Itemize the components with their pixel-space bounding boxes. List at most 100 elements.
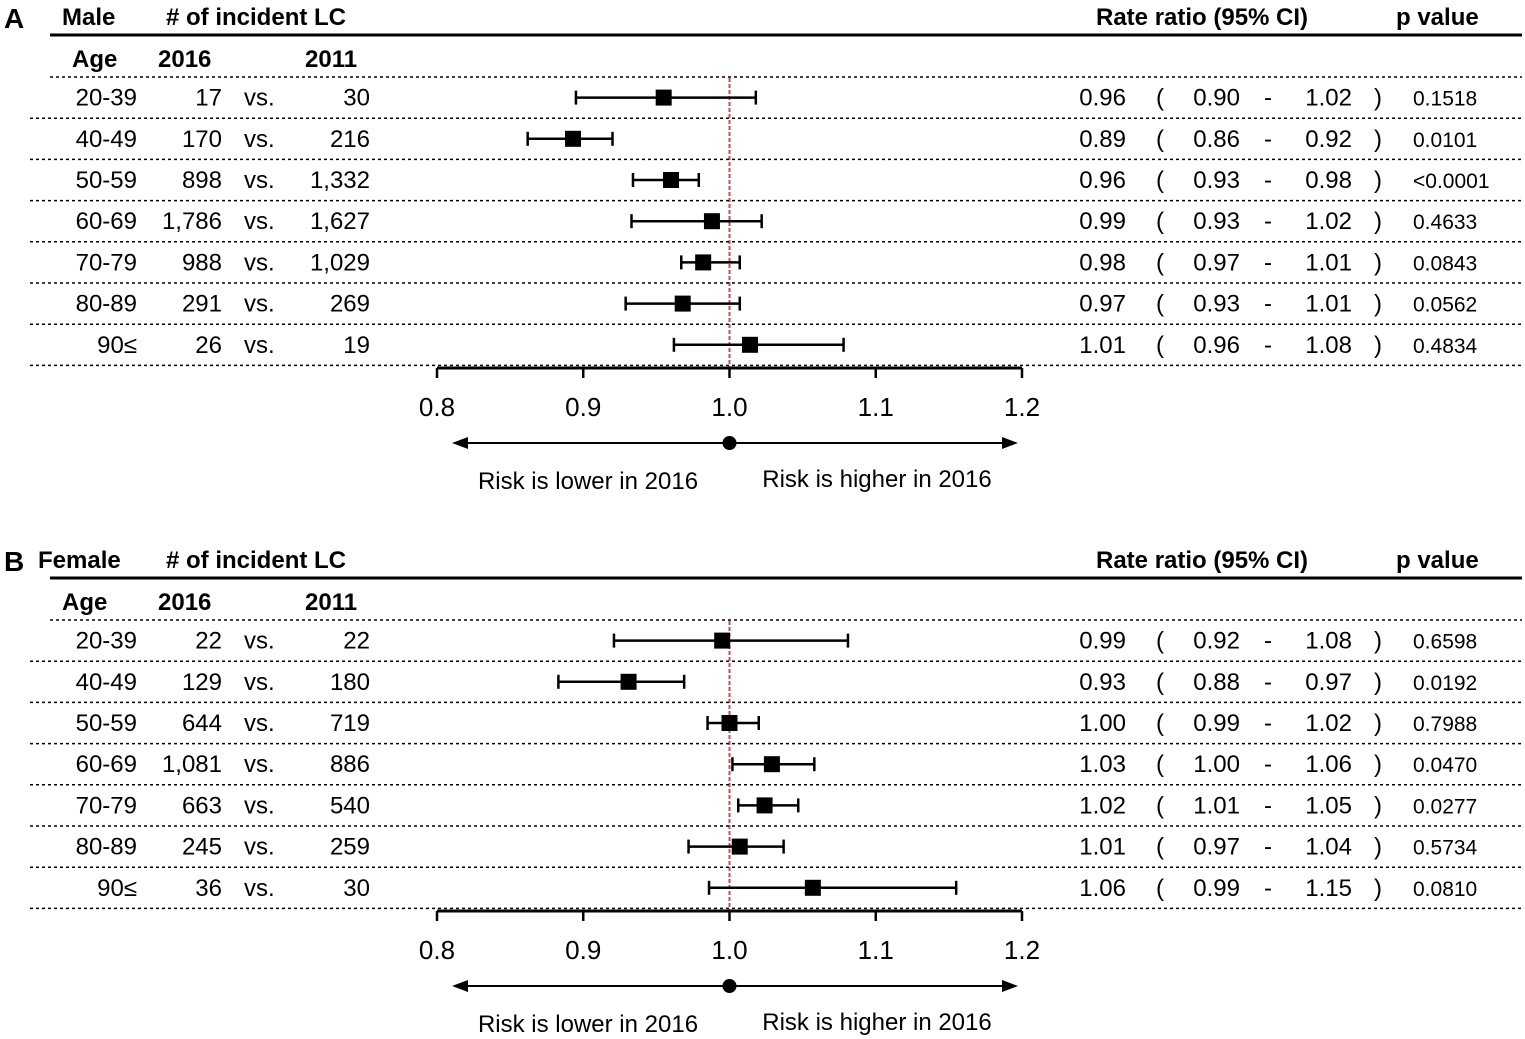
direction-arrow [452, 436, 1018, 450]
table-row: 90≤ 36 vs. 30 1.06 (0.99- 1.15) 0.0810 [97, 875, 1477, 902]
vs-label: vs. [244, 628, 275, 655]
rate-ratio-value: 0.99 [1079, 628, 1126, 655]
age-group: 60-69 [76, 208, 137, 235]
ci-upper-value: 0.97 [1305, 669, 1352, 696]
ci-dash: - [1264, 291, 1272, 318]
p-value-header: p value [1396, 547, 1479, 574]
ci-dash: - [1264, 85, 1272, 112]
ci-lower-value: 0.93 [1193, 167, 1240, 194]
p-value: 0.0101 [1413, 129, 1477, 152]
ci-close-paren: ) [1374, 208, 1382, 235]
p-value-header: p value [1396, 4, 1479, 31]
table-row: 40-49 170 vs. 216 0.89 (0.86- 0.92) 0.0101 [76, 126, 1478, 153]
p-value: 0.4834 [1413, 335, 1478, 358]
ci-upper-value: 1.02 [1305, 208, 1352, 235]
group-label: Male [62, 4, 115, 31]
ci-dash: - [1264, 628, 1272, 655]
table-row: 70-79 988 vs. 1,029 0.98 (0.97- 1.01) 0.0843 [76, 249, 1478, 276]
ci-dash: - [1264, 167, 1272, 194]
rate-ratio-value: 1.06 [1079, 875, 1126, 902]
p-value: 0.4633 [1413, 211, 1477, 234]
x-tick-label: 0.8 [419, 392, 455, 422]
rate-ratio-marker [804, 879, 821, 896]
count-2016: 26 [195, 332, 222, 359]
age-group: 60-69 [76, 751, 137, 778]
table-row: 80-89 245 vs. 259 1.01 (0.97- 1.04) 0.5734 [76, 834, 1478, 861]
p-value: 0.5734 [1413, 837, 1478, 860]
count-header: # of incident LC [166, 4, 346, 31]
ci-dash: - [1264, 875, 1272, 902]
ci-open-paren: ( [1156, 792, 1164, 819]
vs-label: vs. [244, 291, 275, 318]
x-tick-label: 0.8 [419, 935, 455, 965]
rate-ratio-marker [703, 213, 720, 230]
vs-label: vs. [244, 669, 275, 696]
p-value: 0.0810 [1413, 878, 1477, 901]
rate-ratio-marker [674, 295, 691, 312]
count-2011: 886 [330, 751, 370, 778]
count-2011: 719 [330, 710, 370, 737]
count-2011: 216 [330, 126, 370, 153]
table-row: 40-49 129 vs. 180 0.93 (0.88- 0.97) 0.0192 [76, 669, 1478, 696]
count-2016: 898 [182, 167, 222, 194]
ci-upper-value: 1.08 [1305, 332, 1352, 359]
table-row: 60-69 1,081 vs. 886 1.03 (1.00- 1.06) 0.0470 [76, 751, 1478, 778]
ci-upper-value: 0.98 [1305, 167, 1352, 194]
rate-ratio-value: 1.02 [1079, 792, 1126, 819]
year-2016-header: 2016 [158, 46, 211, 73]
rate-ratio-marker [714, 632, 731, 649]
ci-close-paren: ) [1374, 332, 1382, 359]
age-group: 20-39 [76, 85, 137, 112]
p-value: 0.7988 [1413, 713, 1477, 736]
rate-ratio-marker [763, 756, 780, 773]
ci-dash: - [1264, 332, 1272, 359]
rate-ratio-marker [565, 130, 582, 147]
rate-ratio-marker [756, 797, 773, 814]
x-tick-label: 1.0 [711, 935, 747, 965]
ci-upper-value: 0.92 [1305, 126, 1352, 153]
rate-ratio-value: 0.93 [1079, 669, 1126, 696]
group-label: Female [38, 547, 121, 574]
ci-open-paren: ( [1156, 85, 1164, 112]
x-axis: 0.8 0.9 1.0 1.1 1.2 [419, 909, 1040, 965]
arrow-right-head-icon [1002, 980, 1018, 992]
ci-open-paren: ( [1156, 875, 1164, 902]
ci-close-paren: ) [1374, 291, 1382, 318]
ci-upper-value: 1.02 [1305, 710, 1352, 737]
vs-label: vs. [244, 792, 275, 819]
ratio-header: Rate ratio (95% CI) [1096, 4, 1308, 31]
count-2011: 269 [330, 291, 370, 318]
ci-upper-value: 1.06 [1305, 751, 1352, 778]
ci-close-paren: ) [1374, 834, 1382, 861]
vs-label: vs. [244, 126, 275, 153]
ci-open-paren: ( [1156, 167, 1164, 194]
ci-upper-value: 1.04 [1305, 834, 1352, 861]
vs-label: vs. [244, 249, 275, 276]
vs-label: vs. [244, 834, 275, 861]
age-group: 40-49 [76, 669, 137, 696]
rate-ratio-value: 1.03 [1079, 751, 1126, 778]
p-value: <0.0001 [1413, 170, 1490, 193]
age-group: 40-49 [76, 126, 137, 153]
ci-upper-value: 1.08 [1305, 628, 1352, 655]
count-header: # of incident LC [166, 547, 346, 574]
ci-lower-value: 0.93 [1193, 208, 1240, 235]
age-header: Age [72, 46, 117, 73]
ci-close-paren: ) [1374, 792, 1382, 819]
p-value: 0.1518 [1413, 88, 1477, 111]
rate-ratio-marker [741, 336, 758, 353]
rate-ratio-marker [663, 172, 679, 188]
ci-dash: - [1264, 751, 1272, 778]
count-2011: 180 [330, 669, 370, 696]
ci-close-paren: ) [1374, 167, 1382, 194]
rate-ratio-value: 0.96 [1079, 85, 1126, 112]
arrow-left-head-icon [452, 980, 468, 992]
reference-dot [722, 436, 737, 450]
risk-lower-label: Risk is lower in 2016 [478, 468, 698, 495]
rate-ratio-value: 1.00 [1079, 710, 1126, 737]
ci-close-paren: ) [1374, 751, 1382, 778]
x-tick-label: 1.0 [711, 392, 747, 422]
vs-label: vs. [244, 167, 275, 194]
count-2016: 1,081 [162, 751, 222, 778]
